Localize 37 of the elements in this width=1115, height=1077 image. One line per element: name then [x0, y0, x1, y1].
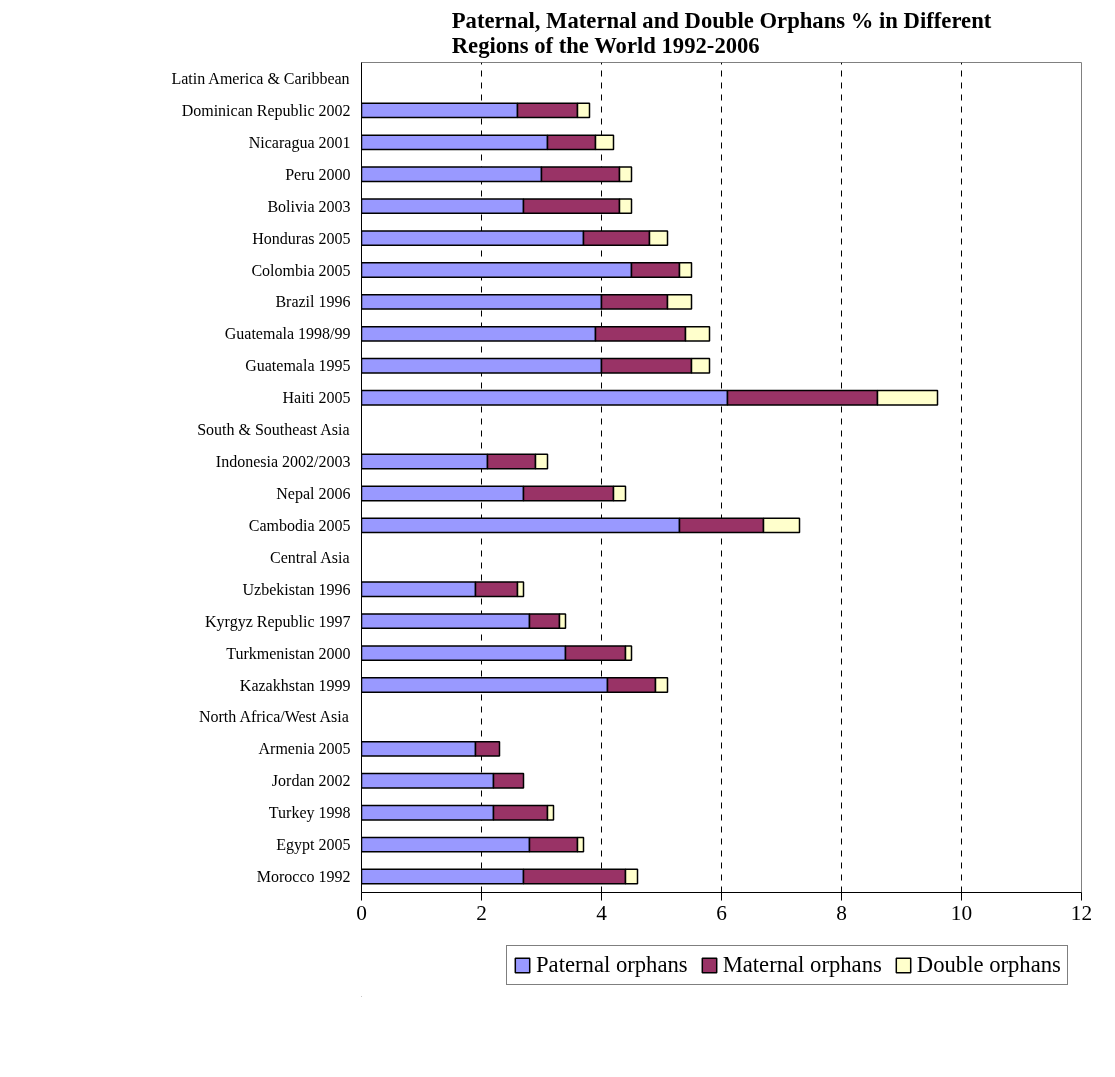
y-tick-label: South & Southeast Asia — [197, 421, 350, 439]
y-tick-label: Indonesia 2002/2003 — [215, 453, 351, 471]
x-tick-label: 2 — [476, 900, 487, 925]
x-tick-label: 8 — [836, 900, 847, 925]
y-tick-label: Kyrgyz Republic 1997 — [205, 612, 351, 631]
y-tick-label: Armenia 2005 — [258, 740, 351, 758]
y-tick-label: Nepal 2006 — [276, 484, 351, 503]
x-tick-label: 6 — [716, 900, 728, 925]
y-tick-label: Egypt 2005 — [276, 836, 351, 855]
y-tick-label: Brazil 1996 — [275, 293, 351, 311]
x-tick-label: 12 — [1070, 900, 1093, 925]
legend-label: Double orphans — [916, 952, 1061, 978]
x-tick-label: 0 — [356, 900, 367, 925]
y-tick-label: Dominican Republic 2002 — [181, 101, 351, 120]
y-tick-label: Uzbekistan 1996 — [242, 580, 351, 598]
y-tick-label: Kazakhstan 1999 — [239, 676, 351, 694]
x-tick-label: 4 — [596, 900, 608, 925]
y-tick-label: Cambodia 2005 — [248, 516, 351, 534]
y-tick-label: Colombia 2005 — [251, 261, 351, 279]
y-tick-label: Turkey 1998 — [268, 804, 351, 823]
legend-label: Maternal orphans — [722, 952, 882, 978]
y-tick-label: Latin America & Caribbean — [171, 69, 350, 87]
y-tick-label: Peru 2000 — [285, 165, 351, 183]
y-tick-label: Jordan 2002 — [271, 772, 351, 790]
y-tick-label: North Africa/West Asia — [198, 708, 349, 726]
y-tick-label: Bolivia 2003 — [267, 197, 351, 215]
y-tick-label: Guatemala 1995 — [245, 357, 351, 375]
y-tick-label: Haiti 2005 — [282, 389, 351, 407]
x-tick-label: 10 — [950, 900, 973, 925]
y-tick-label: Guatemala 1998/99 — [224, 325, 351, 343]
y-tick-label: Honduras 2005 — [252, 229, 351, 247]
y-tick-label: Morocco 1992 — [256, 868, 351, 886]
chart-title: Paternal, Maternal and Double Orphans % in Different Regions of the World 1992-2006 — [451, 7, 992, 58]
y-tick-label: Turkmenistan 2000 — [226, 644, 351, 662]
y-tick-label: Central Asia — [270, 548, 350, 566]
legend-label: Paternal orphans — [536, 952, 688, 978]
y-tick-label: Nicaragua 2001 — [248, 133, 351, 152]
